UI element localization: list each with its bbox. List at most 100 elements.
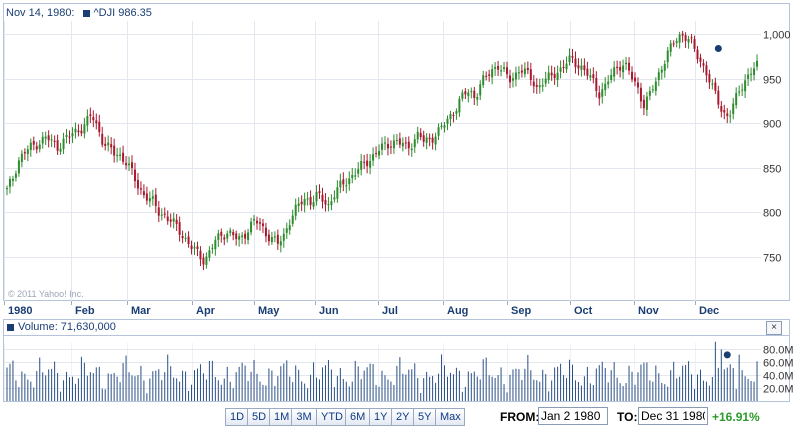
candle-body xyxy=(526,67,529,71)
candle-body xyxy=(229,230,232,234)
close-volume-button[interactable]: × xyxy=(766,321,782,335)
range-button-max[interactable]: Max xyxy=(435,408,465,426)
candle-body xyxy=(675,40,678,43)
candle-body xyxy=(14,173,17,178)
candle-body xyxy=(151,196,154,199)
from-date-input[interactable] xyxy=(538,407,608,425)
candle-body xyxy=(660,69,663,73)
candle-body xyxy=(363,161,366,163)
candle-body xyxy=(199,250,202,260)
candle-body xyxy=(65,134,68,137)
range-button-3m[interactable]: 3M xyxy=(291,408,317,426)
candle-body xyxy=(238,236,241,240)
candle-body xyxy=(523,68,526,75)
candle-body xyxy=(389,146,392,148)
candle-body xyxy=(250,221,253,233)
candle-body xyxy=(547,72,550,80)
range-button-1y[interactable]: 1Y xyxy=(369,408,392,426)
candle-body xyxy=(756,60,759,67)
range-button-1m[interactable]: 1M xyxy=(269,408,292,426)
candle-body xyxy=(291,215,294,224)
candle-body xyxy=(104,143,107,146)
candle-body xyxy=(729,115,732,117)
candle-body xyxy=(386,143,389,149)
candle-body xyxy=(375,153,378,155)
volume-legend-label: Volume: 71,630,000 xyxy=(18,321,116,333)
range-button-6m[interactable]: 6M xyxy=(345,408,370,426)
candle-body xyxy=(500,70,503,72)
candle-body xyxy=(258,222,261,224)
candle-body xyxy=(276,234,279,244)
candle-body xyxy=(142,191,145,196)
candle-body xyxy=(541,85,544,87)
candle-body xyxy=(592,74,595,79)
candle-body xyxy=(23,152,26,154)
candle-body xyxy=(744,80,747,92)
candle-body xyxy=(125,163,128,166)
candle-body xyxy=(217,233,220,240)
candle-body xyxy=(345,185,348,187)
candle-body xyxy=(559,67,562,72)
to-date-input[interactable] xyxy=(638,407,708,425)
candle-body xyxy=(178,222,181,235)
candle-body xyxy=(517,72,520,74)
range-button-5d[interactable]: 5D xyxy=(247,408,270,426)
candle-body xyxy=(413,139,416,148)
candle-body xyxy=(223,237,226,240)
candle-body xyxy=(511,78,514,81)
candle-body xyxy=(619,67,622,71)
candle-body xyxy=(122,152,125,162)
candle-body xyxy=(119,154,122,156)
volume-frame xyxy=(3,319,790,402)
candle-body xyxy=(416,131,419,140)
month-tick-label: May xyxy=(258,305,280,317)
candle-body xyxy=(532,81,535,87)
candle-body xyxy=(148,198,151,202)
candle-body xyxy=(598,92,601,99)
candle-body xyxy=(437,127,440,136)
candle-body xyxy=(372,154,375,161)
candle-body xyxy=(583,65,586,70)
from-label: FROM: xyxy=(500,410,540,424)
candle-body xyxy=(568,55,571,62)
candle-body xyxy=(270,236,273,243)
range-button-ytd[interactable]: YTD xyxy=(316,408,346,426)
candle-body xyxy=(288,225,291,231)
candle-body xyxy=(401,143,404,147)
range-button-1d[interactable]: 1D xyxy=(225,408,248,426)
candle-body xyxy=(247,232,250,241)
range-button-5y[interactable]: 5Y xyxy=(413,408,436,426)
candle-body xyxy=(267,234,270,242)
candle-body xyxy=(32,140,35,145)
candle-body xyxy=(428,137,431,140)
candle-body xyxy=(181,235,184,239)
candle-body xyxy=(750,73,753,75)
volume-tick-label: 60.0M xyxy=(763,358,794,370)
candle-body xyxy=(577,65,580,69)
price-frame xyxy=(3,3,790,301)
candle-body xyxy=(128,163,131,166)
candle-body xyxy=(175,219,178,224)
candle-body xyxy=(232,232,235,236)
candle-body xyxy=(333,197,336,200)
candle-body xyxy=(261,223,264,227)
candle-body xyxy=(717,90,720,105)
candle-body xyxy=(157,207,160,216)
candle-body xyxy=(708,74,711,83)
candle-body xyxy=(77,130,80,133)
candle-body xyxy=(348,178,351,185)
candle-body xyxy=(35,146,38,150)
volume-tick-label: 80.0M xyxy=(763,345,794,357)
candle-body xyxy=(732,103,735,114)
month-tick-label: Oct xyxy=(574,305,593,317)
candle-body xyxy=(642,99,645,109)
candle-body xyxy=(678,34,681,43)
candle-body xyxy=(613,67,616,77)
candle-body xyxy=(220,231,223,236)
range-button-2y[interactable]: 2Y xyxy=(391,408,414,426)
candle-body xyxy=(407,141,410,149)
candle-body xyxy=(116,154,119,157)
candle-body xyxy=(193,247,196,249)
series-swatch xyxy=(82,9,90,17)
candle-body xyxy=(485,75,488,77)
